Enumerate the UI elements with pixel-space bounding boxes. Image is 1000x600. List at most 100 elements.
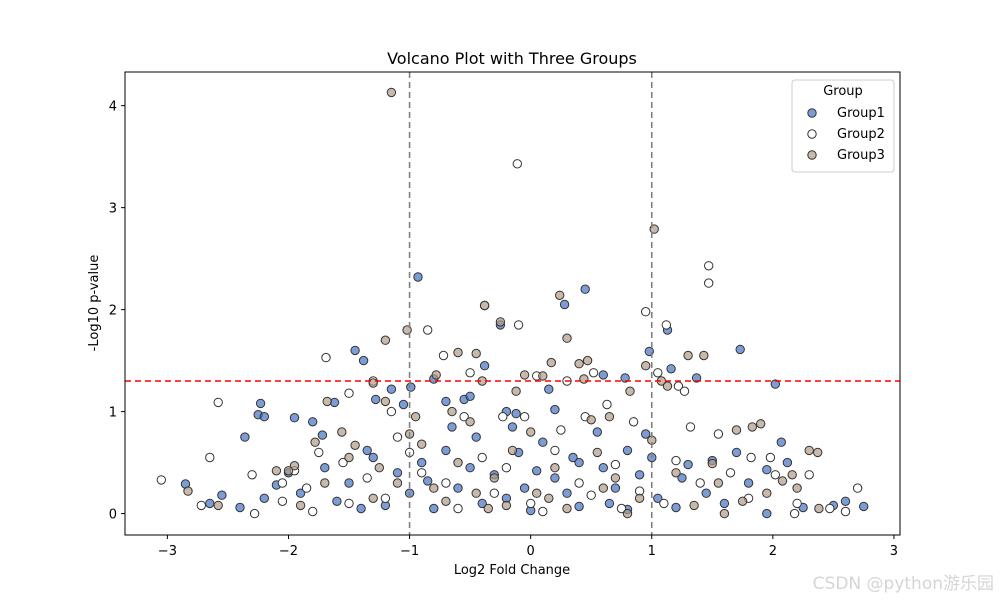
data-point-group2 xyxy=(338,457,348,468)
series-group3 xyxy=(183,87,824,519)
data-point-group2 xyxy=(213,397,223,408)
data-point-group3 xyxy=(555,290,565,300)
data-point-group1 xyxy=(358,355,369,366)
data-point-group3 xyxy=(471,348,481,359)
data-point-group3 xyxy=(731,425,742,435)
data-point-group2 xyxy=(314,447,324,458)
data-point-group3 xyxy=(392,478,403,488)
data-point-group3 xyxy=(713,478,724,488)
data-point-group1 xyxy=(701,488,711,498)
data-point-group3 xyxy=(719,508,730,519)
data-point-group3 xyxy=(526,427,536,437)
data-point-group2 xyxy=(392,432,403,442)
data-point-group2 xyxy=(344,498,354,509)
data-point-group3 xyxy=(804,445,814,456)
data-point-group2 xyxy=(386,406,397,417)
data-point-group2 xyxy=(277,478,288,488)
data-point-group3 xyxy=(792,483,802,493)
data-point-group1 xyxy=(392,468,403,478)
data-point-group3 xyxy=(604,412,615,422)
legend: Group Group1 Group2 Group3 xyxy=(791,79,895,173)
data-point-group3 xyxy=(350,440,360,450)
data-point-group2 xyxy=(840,506,851,517)
data-point-group2 xyxy=(804,470,814,480)
data-point-group2 xyxy=(704,261,714,271)
data-point-group2 xyxy=(671,455,681,466)
data-point-group2 xyxy=(825,503,835,514)
legend-marker-group2 xyxy=(807,129,817,139)
data-point-group3 xyxy=(671,468,681,478)
data-point-group3 xyxy=(546,357,556,368)
data-point-group2 xyxy=(513,320,524,330)
data-point-group2 xyxy=(556,425,566,435)
data-point-group3 xyxy=(579,374,589,384)
legend-label-group2: Group2 xyxy=(837,127,885,142)
data-point-group3 xyxy=(386,87,397,98)
data-point-group2 xyxy=(501,463,512,473)
data-point-group2 xyxy=(489,488,499,498)
data-point-group1 xyxy=(295,488,306,498)
data-point-group1 xyxy=(683,459,693,470)
data-point-group1 xyxy=(840,496,851,506)
data-point-group2 xyxy=(344,388,354,398)
data-point-group1 xyxy=(255,398,266,409)
data-point-group2 xyxy=(465,368,475,378)
data-point-group2 xyxy=(519,412,530,422)
y-tick-label: 4 xyxy=(109,100,117,115)
data-point-group1 xyxy=(592,427,602,437)
data-point-group1 xyxy=(544,384,554,394)
x-tick-label: −2 xyxy=(279,544,298,559)
data-point-group3 xyxy=(465,417,475,427)
data-point-group2 xyxy=(616,503,627,514)
data-point-group1 xyxy=(598,463,608,473)
data-point-group1 xyxy=(610,483,621,493)
data-point-group2 xyxy=(512,159,522,169)
data-point-group3 xyxy=(495,317,506,327)
data-point-group3 xyxy=(453,457,463,468)
data-point-group1 xyxy=(205,498,215,509)
data-point-group2 xyxy=(725,468,736,478)
legend-title: Group xyxy=(823,84,863,99)
data-point-group3 xyxy=(337,427,347,437)
data-point-group2 xyxy=(380,493,391,503)
data-point-group3 xyxy=(582,355,593,366)
data-point-group1 xyxy=(362,445,372,456)
data-point-group3 xyxy=(737,496,748,506)
x-tick-label: 0 xyxy=(527,544,535,559)
data-point-group2 xyxy=(588,368,599,378)
data-point-group3 xyxy=(417,439,427,449)
data-point-group1 xyxy=(743,478,754,488)
x-tick-label: 3 xyxy=(890,544,898,559)
data-point-group2 xyxy=(704,278,714,288)
legend-marker-group1 xyxy=(807,108,817,118)
data-point-group3 xyxy=(574,359,584,369)
data-point-group2 xyxy=(477,452,487,463)
data-point-group1 xyxy=(429,503,439,514)
data-point-group3 xyxy=(699,350,709,361)
legend-label-group1: Group1 xyxy=(837,106,885,121)
data-point-group2 xyxy=(247,470,257,480)
data-point-group3 xyxy=(213,500,223,511)
data-point-group1 xyxy=(441,445,451,456)
data-point-group2 xyxy=(550,445,560,456)
data-point-group3 xyxy=(295,500,306,511)
data-point-group2 xyxy=(641,307,651,317)
data-point-group2 xyxy=(792,498,802,509)
data-point-group1 xyxy=(562,488,572,498)
data-point-group3 xyxy=(762,488,772,498)
data-point-group1 xyxy=(598,370,608,380)
data-point-group1 xyxy=(217,490,227,500)
data-point-group1 xyxy=(532,466,542,476)
data-point-group1 xyxy=(719,498,730,509)
data-point-group2 xyxy=(453,503,463,514)
data-point-group1 xyxy=(550,473,560,483)
data-point-group1 xyxy=(580,284,590,294)
data-point-group1 xyxy=(666,364,676,374)
data-point-group3 xyxy=(625,386,635,396)
data-point-group1 xyxy=(447,422,457,432)
y-tick-label: 1 xyxy=(109,406,117,421)
data-point-group2 xyxy=(673,381,684,391)
data-point-group2 xyxy=(574,478,584,488)
data-point-group3 xyxy=(592,447,602,458)
data-point-group1 xyxy=(406,382,416,392)
